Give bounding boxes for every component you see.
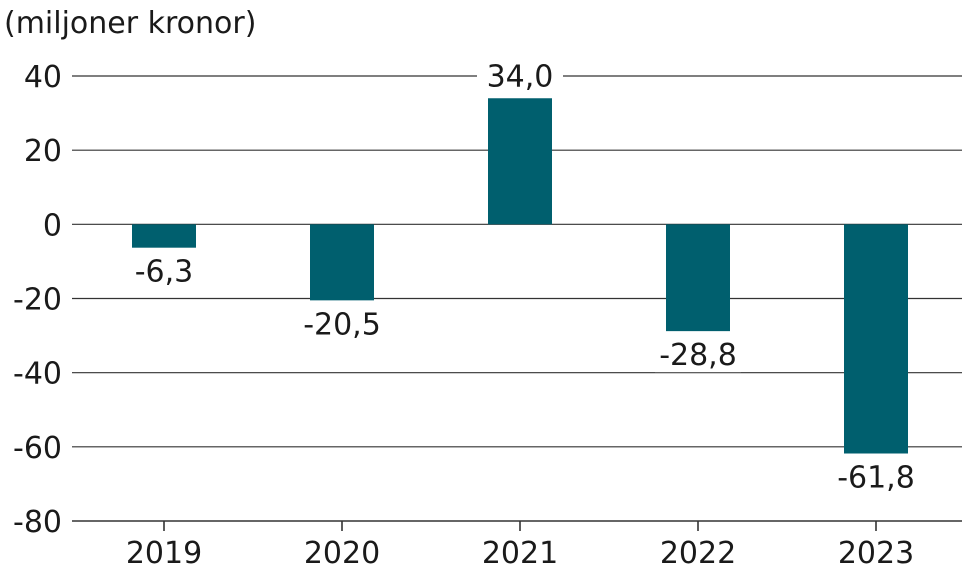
x-tick-label: 2020 bbox=[304, 536, 380, 570]
bar bbox=[844, 224, 908, 454]
data-labels: -6,3 -20,5 34,0 -28,8 -61,8 bbox=[121, 59, 919, 496]
x-tick-label: 2019 bbox=[126, 536, 202, 570]
data-label-background bbox=[833, 460, 919, 495]
bar bbox=[310, 224, 374, 301]
bar bbox=[132, 224, 196, 248]
unit-label: (miljoner kronor) bbox=[4, 6, 256, 41]
x-tick-label: 2022 bbox=[660, 536, 736, 570]
data-label-background bbox=[477, 59, 563, 94]
data-label: -6,3 bbox=[135, 255, 194, 290]
y-axis-ticks: 40 20 0 -20 -40 -60 -80 bbox=[13, 60, 62, 540]
x-tick-label: 2021 bbox=[482, 536, 558, 570]
data-label: -20,5 bbox=[303, 307, 381, 342]
y-tick-label: -60 bbox=[13, 431, 62, 466]
data-label-background bbox=[299, 307, 385, 342]
x-axis-ticks: 2019 2020 2021 2022 2023 bbox=[126, 521, 914, 570]
data-label: 34,0 bbox=[487, 59, 554, 94]
data-label: -61,8 bbox=[837, 461, 915, 496]
bar bbox=[488, 98, 552, 225]
data-label-background bbox=[121, 254, 207, 289]
y-tick-label: -80 bbox=[13, 505, 62, 540]
data-label-background bbox=[655, 338, 741, 373]
y-tick-label: -20 bbox=[13, 283, 62, 318]
y-tick-label: -40 bbox=[13, 357, 62, 392]
x-tick-label: 2023 bbox=[838, 536, 914, 570]
y-tick-label: 20 bbox=[24, 134, 62, 169]
y-tick-label: 40 bbox=[24, 60, 62, 95]
bars bbox=[132, 98, 908, 454]
bar bbox=[666, 224, 730, 332]
y-tick-label: 0 bbox=[43, 208, 62, 243]
data-label: -28,8 bbox=[659, 338, 737, 373]
